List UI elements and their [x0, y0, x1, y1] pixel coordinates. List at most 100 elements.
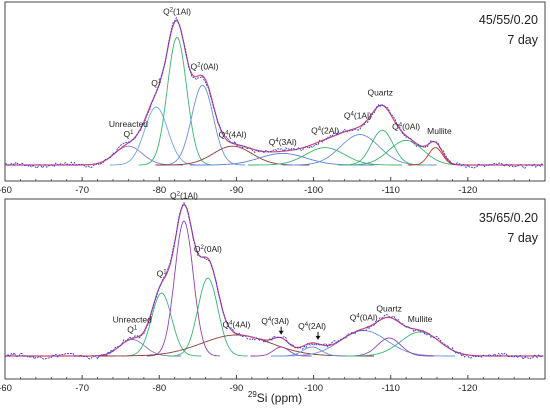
peak-label-4: Q4(4Al) [219, 129, 247, 139]
peak-label-suffix: (0Al) [360, 313, 378, 323]
peak-label-8: Quartz [367, 87, 393, 97]
peak-label-5: Q4(3Al) [261, 316, 289, 326]
panel-subtitle: 7 day [507, 33, 538, 47]
experimental-spectrum-line [4, 16, 544, 169]
fit-component-1 [109, 106, 202, 166]
peak-label-suffix: (0Al) [204, 244, 222, 254]
peak-label-text: Q [157, 269, 164, 279]
peak-label-suffix: (1Al) [180, 191, 198, 201]
peak-label-suffix: (0Al) [200, 62, 218, 72]
peak-label-suffix: (1Al) [173, 7, 191, 17]
peak-label-7: Q4(0Al) [350, 313, 378, 323]
peak-label-9: Mullite [408, 314, 433, 324]
x-tick-label: -80 [152, 185, 166, 196]
x-tick-label: -90 [230, 185, 244, 196]
peak-label-text: Q [151, 78, 158, 88]
peak-label-sup: 4 [268, 317, 272, 323]
fit-component-9 [342, 331, 497, 357]
x-tick-label: -120 [458, 383, 477, 394]
peak-label-8: Quartz [376, 303, 402, 313]
peak-label-text: Q [344, 110, 351, 120]
peak-label-text: Mullite [408, 314, 433, 324]
fit-component-8 [342, 337, 435, 357]
fit-component-3 [167, 277, 248, 357]
chart-panel-45-55: 45/55/0.20 7 day UnreactedQ1Q1Q2(1Al)Q2(… [0, 1, 546, 196]
peak-label-text: Q [170, 191, 177, 201]
peak-label-sup: 1 [158, 79, 162, 85]
peak-label-0: Q1 [127, 324, 138, 334]
fit-component-8 [339, 129, 425, 166]
peak-label-2: Q2(1Al) [170, 191, 198, 201]
peak-label-sup: 4 [305, 322, 309, 328]
peak-label-text: Q [298, 321, 305, 331]
peak-label-suffix: (1Al) [354, 110, 372, 120]
peak-label-suffix: (2Al) [308, 321, 326, 331]
panel-title: 45/55/0.20 [479, 13, 538, 27]
peak-label-3: Q2(0Al) [191, 62, 219, 72]
peak-label-3: Q2(0Al) [194, 244, 222, 254]
x-tick-label: -100 [304, 185, 323, 196]
peak-label-text: Q [163, 7, 170, 17]
peak-arrow-head [278, 330, 284, 335]
peak-label-suffix: (3Al) [271, 316, 289, 326]
peak-label-sup: 4 [275, 138, 279, 144]
fit-component-10 [407, 147, 463, 166]
peak-labels: UnreactedQ1Q1Q2(1Al)Q2(0Al)Q4(4Al)Q4(3Al… [113, 191, 433, 340]
fit-component-3 [159, 84, 245, 166]
x-tick-label: -90 [230, 383, 244, 394]
fit-sum-line [5, 203, 544, 357]
x-tick-label: -70 [75, 383, 89, 394]
peak-label-sup: 4 [229, 321, 233, 327]
peak-label-text: Quartz [376, 303, 402, 313]
x-tick-label: -70 [75, 185, 89, 196]
peak-label-text: Q [191, 62, 198, 72]
peak-label-text: Q [222, 320, 229, 330]
fit-components [72, 36, 474, 166]
peak-arrow-head [315, 335, 321, 340]
fit-component-2 [138, 36, 215, 166]
fit-component-5 [250, 346, 312, 357]
x-axis-title-sup: 29 [248, 390, 257, 399]
x-axis-title: 29Si (ppm) [248, 390, 302, 405]
peak-label-9: Q4(0Al) [392, 122, 420, 132]
fit-component-4 [97, 334, 375, 357]
peak-label-sup: 2 [177, 192, 181, 198]
x-tick-label: -110 [382, 185, 400, 196]
peak-label-1: Q1 [157, 269, 168, 279]
peak-label-5: Q4(3Al) [269, 137, 297, 147]
peak-label-text: Mullite [427, 126, 452, 136]
peak-label-sup: 4 [356, 314, 360, 320]
peak-label-10: Mullite [427, 126, 452, 136]
peak-label-sup: 4 [225, 130, 229, 136]
fit-component-9 [338, 139, 474, 166]
x-tick-label: -110 [382, 383, 400, 394]
peak-label-sup: 1 [130, 130, 134, 136]
peak-label-sup: 2 [197, 63, 201, 69]
fit-component-2 [146, 220, 220, 357]
peak-label-sup: 2 [170, 8, 174, 14]
x-axis-title-text: Si (ppm) [257, 391, 302, 405]
peak-label-sup: 1 [163, 270, 167, 276]
peak-labels: UnreactedQ1Q1Q2(1Al)Q2(0Al)Q4(4Al)Q4(3Al… [109, 7, 452, 148]
peak-label-0: Q1 [123, 129, 134, 139]
peak-label-text: Q [219, 129, 226, 139]
peak-label-sup: 4 [351, 111, 355, 117]
experimental-spectrum-line [4, 201, 544, 361]
peak-label-2: Q2(1Al) [163, 7, 191, 17]
peak-label-sup: 4 [318, 126, 322, 132]
peak-label-1: Q1 [151, 78, 162, 88]
fit-component-4 [155, 145, 310, 166]
peak-label-text: Q [350, 313, 357, 323]
peak-label-text: Q [261, 316, 268, 326]
peak-label-4: Q4(4Al) [222, 320, 250, 330]
x-tick-label: -120 [458, 185, 477, 196]
panel-frame [4, 198, 546, 380]
peak-label-sup: 2 [201, 245, 205, 251]
fit-component-1 [121, 292, 202, 357]
peak-label-6: Q4(2Al) [311, 125, 339, 135]
peak-label-text: Q [269, 137, 276, 147]
peak-label-unreacted-line1: Unreacted [113, 314, 152, 324]
panel-title: 35/65/0.20 [479, 211, 538, 225]
panel-subtitle: 7 day [507, 231, 538, 245]
